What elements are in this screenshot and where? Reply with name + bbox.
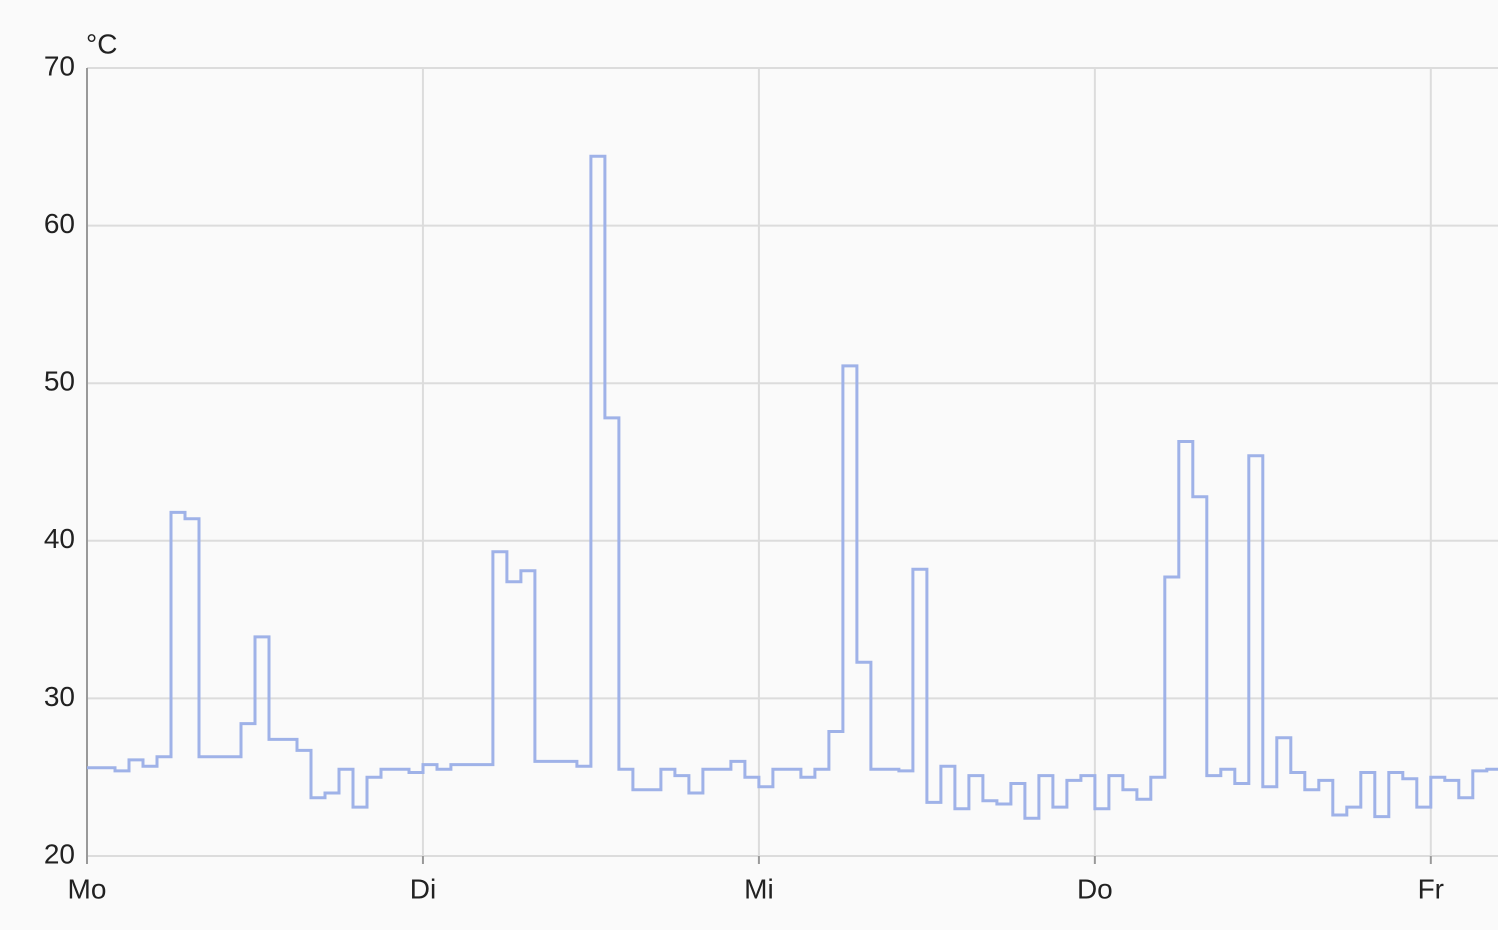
data-line: [87, 154, 1498, 820]
y-tick-label: 60: [44, 208, 75, 239]
x-tick-label: Fr: [1418, 873, 1444, 904]
y-tick-label: 40: [44, 523, 75, 554]
x-tick-label: Do: [1077, 873, 1113, 904]
y-tick-label: 50: [44, 366, 75, 397]
y-tick-label: 70: [44, 50, 75, 81]
x-tick-label: Di: [410, 873, 436, 904]
y-tick-label: 30: [44, 681, 75, 712]
y-tick-label: 20: [44, 838, 75, 869]
x-tick-label: Mo: [68, 873, 107, 904]
y-axis-unit: °C: [86, 28, 117, 59]
x-tick-label: Mi: [744, 873, 774, 904]
